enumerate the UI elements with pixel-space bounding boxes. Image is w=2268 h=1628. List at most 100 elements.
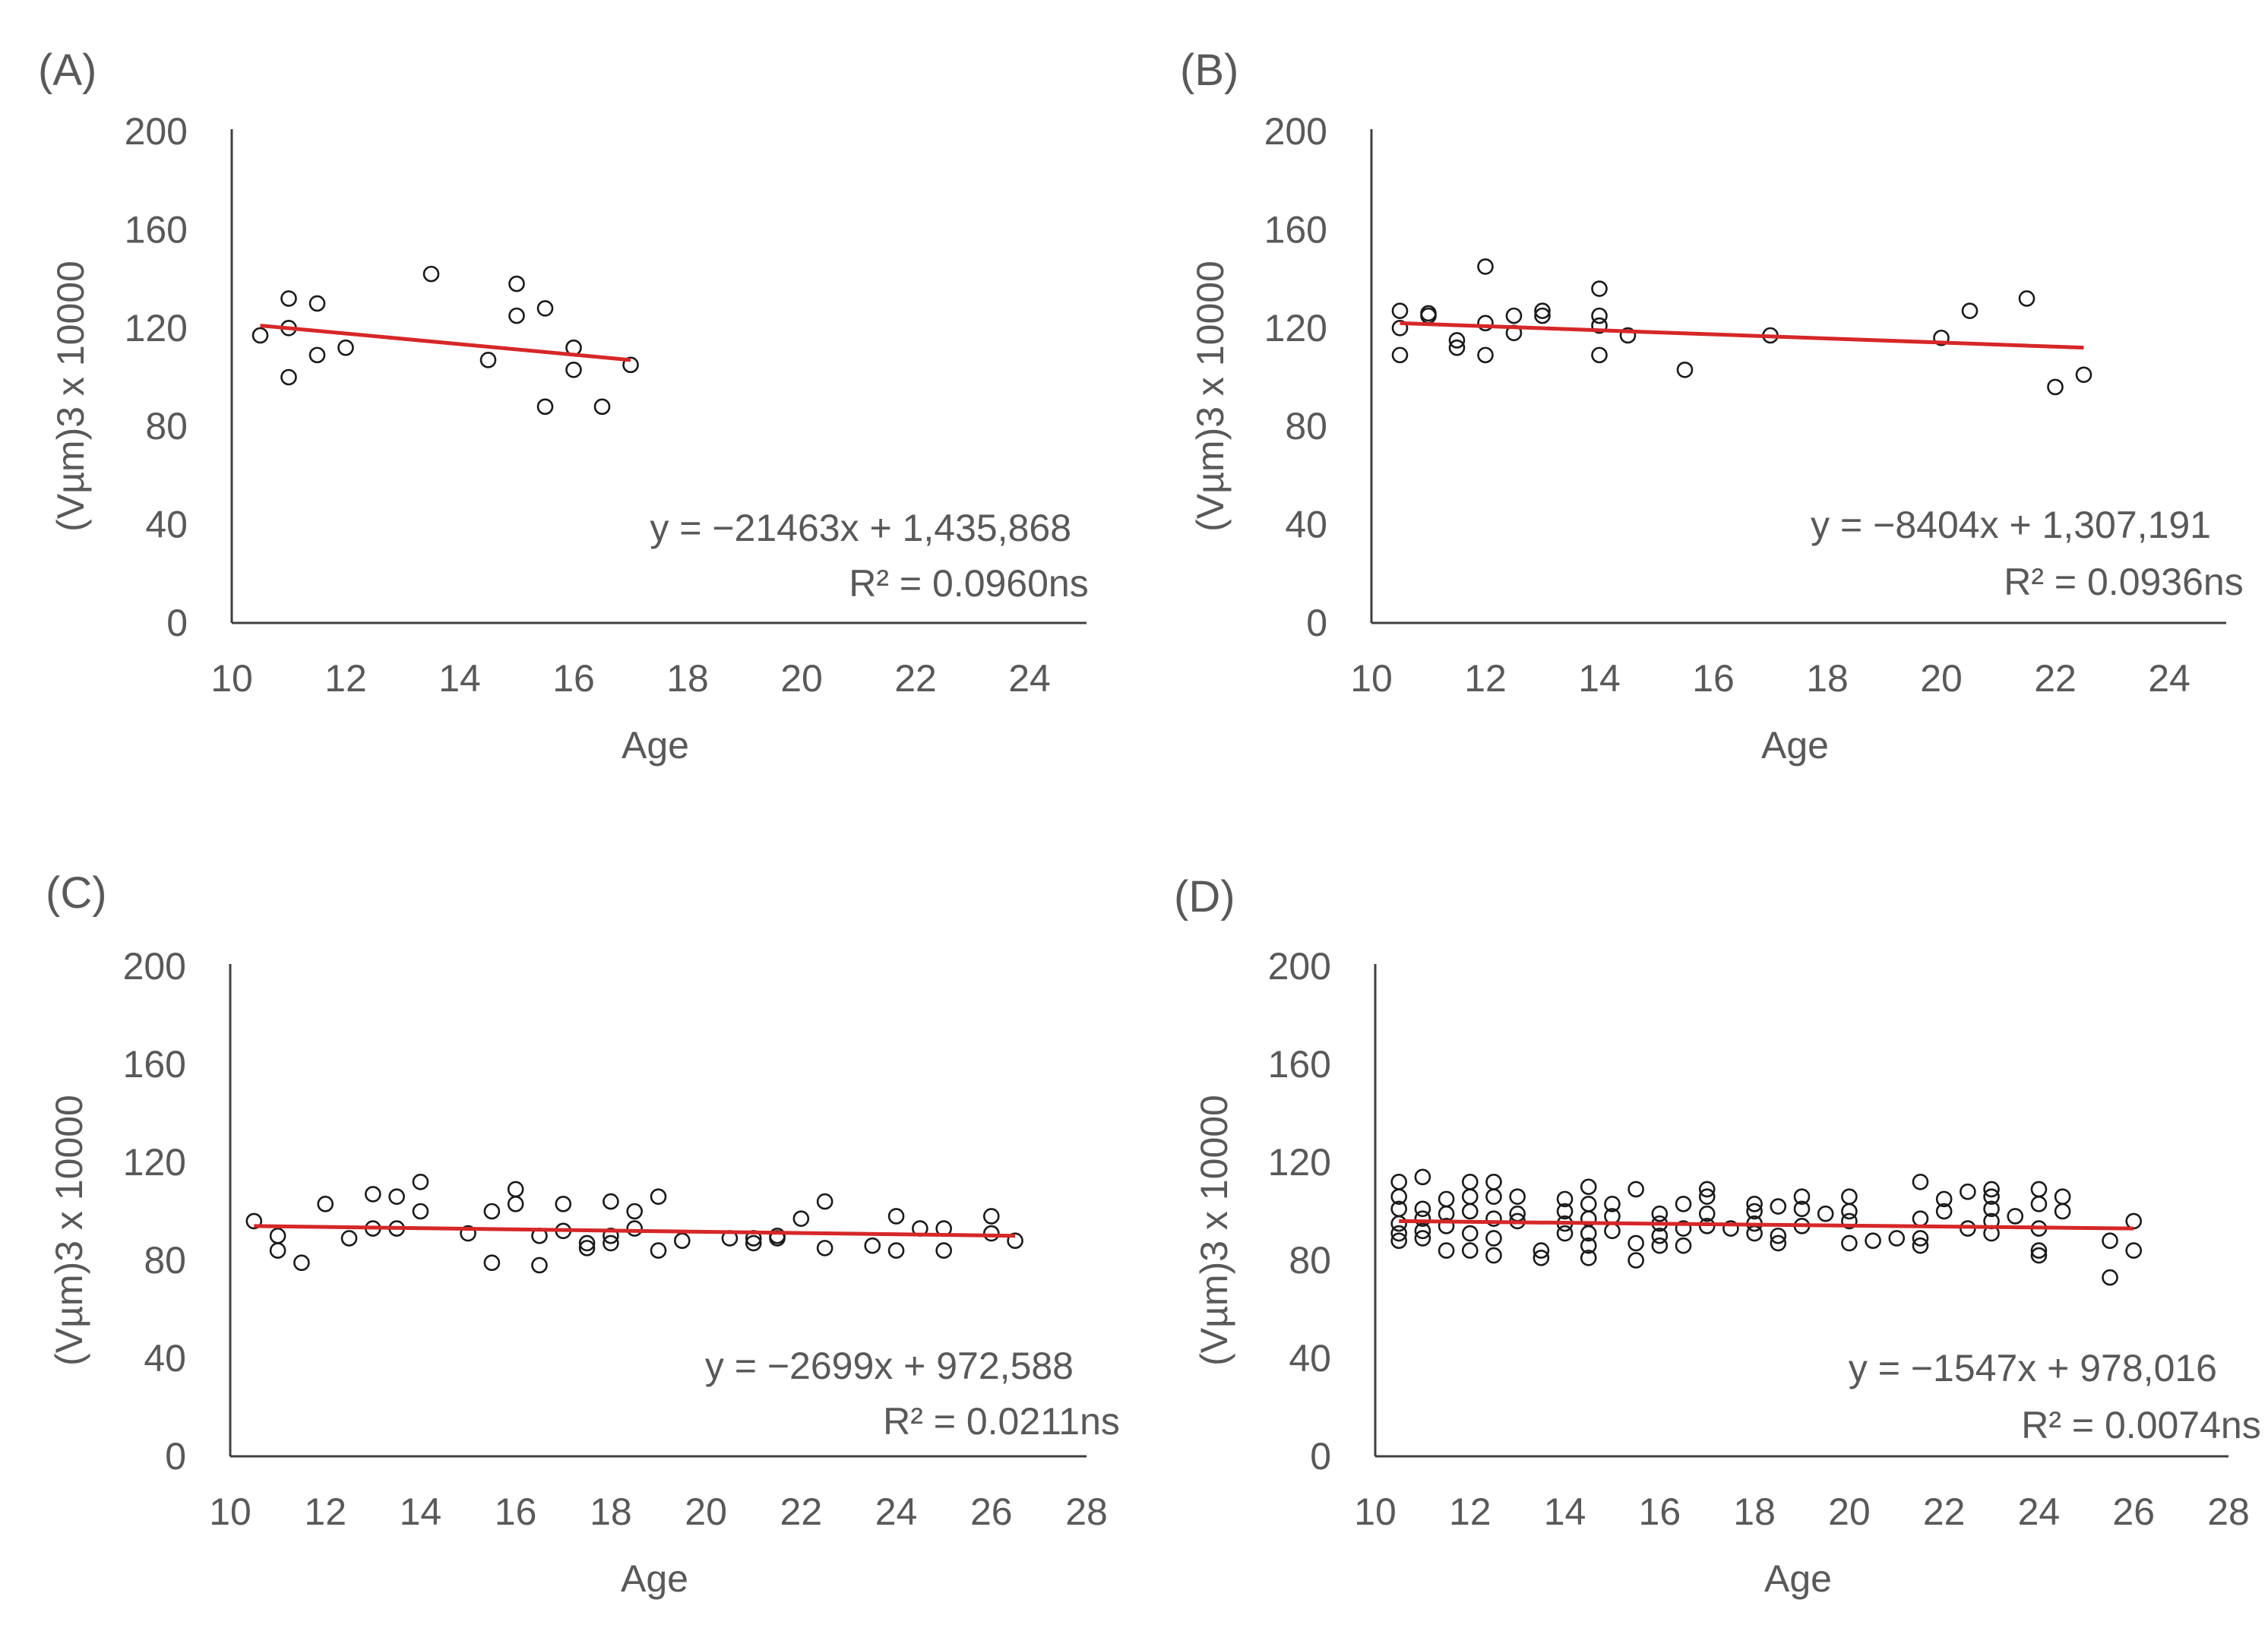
x-axis-label: Age [1764,1557,1832,1600]
x-tick-label: 12 [324,657,367,700]
data-point [1746,1196,1763,1212]
data-point [816,1240,833,1257]
data-point [2047,378,2064,396]
x-tick-label: 18 [1733,1490,1776,1533]
data-point [1509,1188,1526,1205]
x-tick-label: 26 [970,1490,1013,1533]
x-tick-label: 20 [780,657,823,700]
x-tick-label: 12 [304,1490,346,1533]
data-point [412,1174,429,1190]
x-tick-label: 20 [1828,1490,1871,1533]
y-tick-label: 200 [123,945,186,988]
chart-panel: (B) 0 40 80 120 160 200 10 12 14 16 18 20 22 24 Age (Vµm… [1180,46,2244,767]
x-tick-label: 22 [780,1490,823,1533]
data-point [578,1240,596,1257]
y-tick-label: 40 [1289,1337,1331,1380]
x-axis-label: Age [621,1557,688,1600]
x-tick-label: 28 [1065,1490,1108,1533]
data-point [1448,339,1466,356]
data-point [2102,1232,2118,1249]
data-point [2030,1196,2048,1212]
data-point [1793,1200,1811,1218]
x-axis-label: Age [1761,724,1829,767]
data-point [2030,1242,2048,1259]
data-point [1983,1188,2000,1205]
y-tick-label: 80 [1289,1239,1331,1282]
data-point [1591,307,1608,324]
data-point [1591,280,1608,297]
x-tick-label: 18 [590,1490,632,1533]
y-tick-label: 80 [1285,405,1327,447]
x-tick-label: 24 [2148,657,2191,700]
data-point [1912,1237,1929,1254]
data-point [1817,1205,1834,1222]
data-point [1461,1242,1479,1259]
data-point [1556,1203,1574,1220]
data-point [1477,346,1494,364]
r-squared-label: R² = 0.0211ns [883,1400,1120,1443]
data-point [412,1203,429,1220]
data-point [1390,1188,1407,1205]
y-tick-label: 80 [144,1239,186,1282]
y-tick-label: 0 [165,1435,186,1478]
data-point [507,1196,524,1212]
data-point [1935,1203,1953,1220]
data-point [508,275,525,292]
x-tick-label: 24 [2018,1490,2061,1533]
data-point [565,361,582,378]
trend-line [260,324,631,362]
y-axis-label: (Vµm)3 x 10000 [1189,261,1232,532]
data-point [1477,258,1494,275]
y-tick-label: 80 [145,405,188,447]
panel-label: (B) [1180,46,1238,95]
x-tick-label: 18 [666,657,709,700]
data-point [1485,1247,1502,1264]
data-point [340,1230,358,1247]
y-tick-label: 40 [144,1337,186,1380]
data-point [1770,1234,1787,1252]
data-point [1770,1227,1787,1244]
y-tick-label: 40 [1285,504,1327,546]
data-point [1841,1212,1858,1230]
data-point [1698,1181,1716,1198]
data-point [1793,1188,1811,1205]
data-point [2030,1247,2048,1264]
y-tick-label: 0 [1310,1435,1331,1478]
data-point [1676,361,1694,378]
data-point [887,1208,905,1225]
x-tick-label: 24 [875,1490,918,1533]
data-point [293,1254,310,1272]
data-point [460,1225,476,1242]
data-point [1448,332,1466,349]
y-tick-label: 120 [125,307,188,349]
data-point [251,327,269,344]
data-point [745,1234,762,1252]
data-point [626,1220,643,1237]
data-point [1651,1227,1669,1244]
data-point [508,307,525,324]
data-point [1675,1237,1692,1254]
data-point [317,1196,334,1212]
x-axis-label: Age [622,724,689,767]
data-point [626,1203,643,1220]
chart-panel: (A) 0 40 80 120 160 200 10 12 14 16 18 20 22 24 Age (Vµm… [38,46,1089,767]
x-tick-label: 12 [1464,657,1507,700]
x-tick-label: 10 [1354,1490,1397,1533]
data-point [2007,1208,2024,1225]
data-point [1675,1220,1692,1237]
panel-label: (C) [46,868,107,918]
data-point [1722,1220,1739,1237]
data-point [887,1242,905,1259]
data-point [816,1193,833,1210]
regression-equation: y = −2699x + 972,588 [705,1345,1074,1387]
y-tick-label: 160 [1268,1043,1331,1086]
r-squared-label: R² = 0.0936ns [2004,561,2243,603]
x-tick-label: 14 [1578,657,1621,700]
data-point [1533,1242,1550,1259]
data-point [982,1225,1000,1242]
chart-panel: (D) 0 40 80 120 160 200 10 12 14 16 18 20 22 24 26 28 Age… [1174,872,2261,1600]
x-tick-label: 14 [438,657,481,700]
y-tick-label: 200 [125,110,188,153]
data-point [337,339,354,356]
